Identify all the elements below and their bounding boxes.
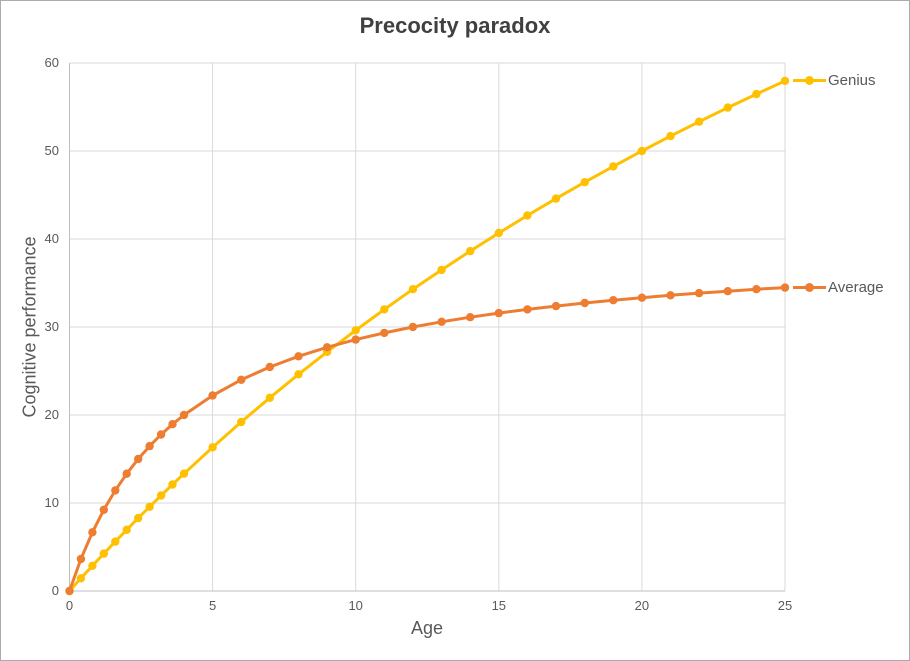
genius-data-point bbox=[666, 131, 675, 141]
genius-data-point bbox=[694, 117, 704, 126]
average-data-point bbox=[265, 362, 274, 372]
average-data-point bbox=[294, 352, 303, 361]
average-series-swatch bbox=[793, 283, 826, 293]
genius-data-point bbox=[408, 285, 418, 294]
average-data-point bbox=[723, 287, 732, 296]
average-data-point bbox=[437, 317, 446, 326]
average-data-point bbox=[122, 469, 131, 478]
average-data-point bbox=[351, 335, 360, 344]
genius-data-point bbox=[294, 370, 303, 379]
y-tick-label: 60 bbox=[44, 55, 59, 70]
average-data-point bbox=[237, 375, 246, 384]
legend-item-genius: Genius bbox=[793, 72, 876, 90]
y-tick-label: 10 bbox=[44, 495, 59, 510]
genius-data-point bbox=[780, 76, 790, 86]
legend-label: Genius bbox=[828, 72, 876, 90]
genius-data-point bbox=[145, 502, 154, 511]
average-data-point bbox=[637, 293, 647, 302]
average-data-point bbox=[168, 420, 177, 429]
genius-data-point bbox=[111, 537, 120, 546]
average-data-point bbox=[408, 322, 418, 332]
average-data-point bbox=[380, 328, 389, 338]
genius-data-point bbox=[351, 326, 360, 335]
x-tick-label: 15 bbox=[491, 598, 507, 613]
genius-data-point bbox=[551, 194, 561, 203]
average-data-point bbox=[551, 301, 561, 311]
average-data-point bbox=[76, 554, 86, 564]
genius-data-point bbox=[752, 89, 761, 99]
average-data-point bbox=[111, 486, 120, 495]
average-series-line bbox=[68, 286, 786, 592]
genius-series-line bbox=[68, 79, 786, 593]
average-data-point bbox=[179, 410, 189, 420]
legend-item-average: Average bbox=[793, 279, 884, 297]
genius-data-point bbox=[99, 549, 109, 558]
chart-title: Precocity paradox bbox=[359, 13, 551, 38]
genius-data-point bbox=[466, 246, 475, 256]
genius-data-point bbox=[237, 417, 246, 427]
genius-data-point bbox=[208, 443, 217, 452]
genius-data-point bbox=[437, 265, 446, 275]
genius-data-point bbox=[637, 146, 647, 156]
genius-data-point bbox=[609, 162, 618, 171]
genius-data-point bbox=[179, 469, 189, 478]
genius-series-swatch bbox=[793, 76, 826, 86]
average-data-point bbox=[466, 313, 475, 322]
genius-data-point bbox=[122, 525, 131, 534]
y-axis-title: Cognitive performance bbox=[19, 236, 40, 418]
y-tick-label: 50 bbox=[44, 143, 59, 158]
average-data-point bbox=[99, 505, 109, 514]
genius-data-point bbox=[380, 305, 389, 314]
legend-label: Average bbox=[828, 279, 884, 297]
genius-data-point bbox=[723, 103, 732, 112]
average-data-point bbox=[666, 291, 675, 300]
average-data-point bbox=[322, 343, 332, 352]
x-axis-title: Age bbox=[410, 618, 444, 638]
average-data-point bbox=[156, 430, 166, 439]
y-tick-label: 0 bbox=[51, 583, 59, 598]
average-data-point bbox=[88, 528, 97, 537]
y-tick-label: 40 bbox=[44, 231, 59, 246]
x-tick-label: 25 bbox=[777, 598, 793, 613]
x-tick-label: 5 bbox=[208, 598, 217, 613]
average-data-point bbox=[752, 285, 761, 294]
x-tick-label: 20 bbox=[634, 598, 650, 613]
y-tick-label: 20 bbox=[44, 407, 59, 422]
genius-data-point bbox=[76, 574, 86, 583]
genius-data-point bbox=[580, 178, 589, 187]
genius-data-point bbox=[156, 491, 166, 500]
x-tick-label: 10 bbox=[348, 598, 363, 613]
average-data-point bbox=[494, 308, 503, 318]
genius-data-point bbox=[88, 561, 97, 570]
average-data-point bbox=[523, 305, 532, 314]
genius-data-point bbox=[168, 480, 177, 489]
genius-data-point bbox=[265, 393, 274, 402]
genius-data-point bbox=[523, 211, 532, 220]
genius-swatch-dot-icon bbox=[805, 76, 814, 86]
genius-data-point bbox=[134, 513, 143, 523]
x-tick-label: 0 bbox=[65, 598, 74, 613]
average-data-point bbox=[609, 296, 618, 305]
average-data-point bbox=[780, 283, 790, 292]
average-data-point bbox=[134, 454, 143, 464]
average-data-point bbox=[145, 441, 154, 451]
average-data-point bbox=[694, 288, 704, 298]
average-swatch-dot-icon bbox=[805, 283, 814, 293]
average-data-point bbox=[580, 298, 589, 308]
average-data-point bbox=[65, 586, 74, 596]
y-tick-label: 30 bbox=[44, 319, 59, 334]
genius-data-point bbox=[494, 228, 503, 238]
average-data-point bbox=[208, 391, 217, 400]
